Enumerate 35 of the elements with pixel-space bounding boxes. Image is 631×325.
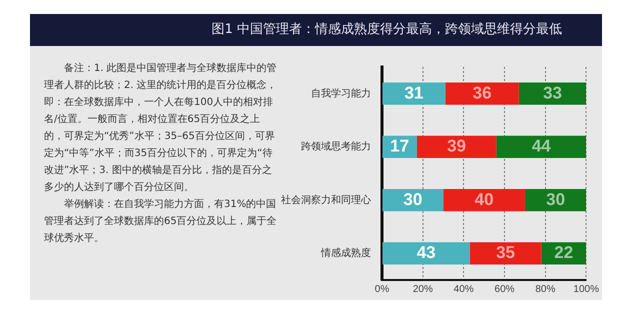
bar (443, 188, 525, 212)
x-tick-label: 100% (573, 284, 600, 295)
data-label: 35 (496, 243, 516, 262)
data-label: 30 (403, 190, 422, 209)
text: 举例解读：在自我学习能力方面，有31%的中国管理者达到了全球数据库的65百分位及以上，属于全球优秀水平。 (44, 198, 278, 246)
data-label: 40 (474, 190, 494, 209)
data-label: 39 (447, 136, 466, 156)
bar (382, 82, 446, 105)
x-tick-label: 60% (494, 284, 515, 295)
bar (524, 188, 586, 212)
chart-title: 图1 中国管理者：情感成熟度得分最高，跨领域思维得分最低 (30, 14, 602, 46)
y-tick-label: 自我学习能力 (311, 87, 371, 100)
x-tick-label: 40% (454, 284, 474, 295)
data-label: 17 (390, 136, 410, 156)
y-tick-label: 跨领域思考能力 (301, 140, 371, 153)
bar (496, 136, 586, 158)
data-label: 43 (416, 243, 436, 262)
bar (445, 82, 519, 105)
y-tick-label: 社会洞察力和同理心 (281, 194, 371, 206)
data-label: 36 (472, 83, 492, 102)
x-tick-label: 0% (374, 284, 390, 295)
data-label: 22 (554, 243, 574, 262)
data-label: 44 (532, 136, 552, 156)
data-label: 30 (546, 190, 566, 209)
bar (470, 242, 542, 265)
text: 备注：1. 此图是中国管理者与全球数据库中的管理者人群的比较；2. 这里的统计用的是百分位概念，即：在全球数据库中，一个人在每100人中的相对排名/位置。一般而言，相对位置在65百分位及之上的，可界定为“优秀”水平；35–65百分位区间，可界定为“中等”水平；而35百分位以下的，可界定为“待改进”水平；3. 图中的横轴是百分比，指的是百分之多少的人达到了哪个百分位区间。 (44, 62, 278, 195)
bar (382, 188, 444, 212)
x-tick-label: 20% (412, 284, 433, 295)
bar (382, 242, 470, 265)
y-tick-label: 情感成熟度 (320, 247, 371, 260)
data-label: 31 (404, 83, 424, 102)
bar (518, 82, 586, 105)
bar (416, 136, 496, 158)
data-label: 33 (543, 83, 562, 102)
x-tick-label: 80% (535, 284, 556, 295)
